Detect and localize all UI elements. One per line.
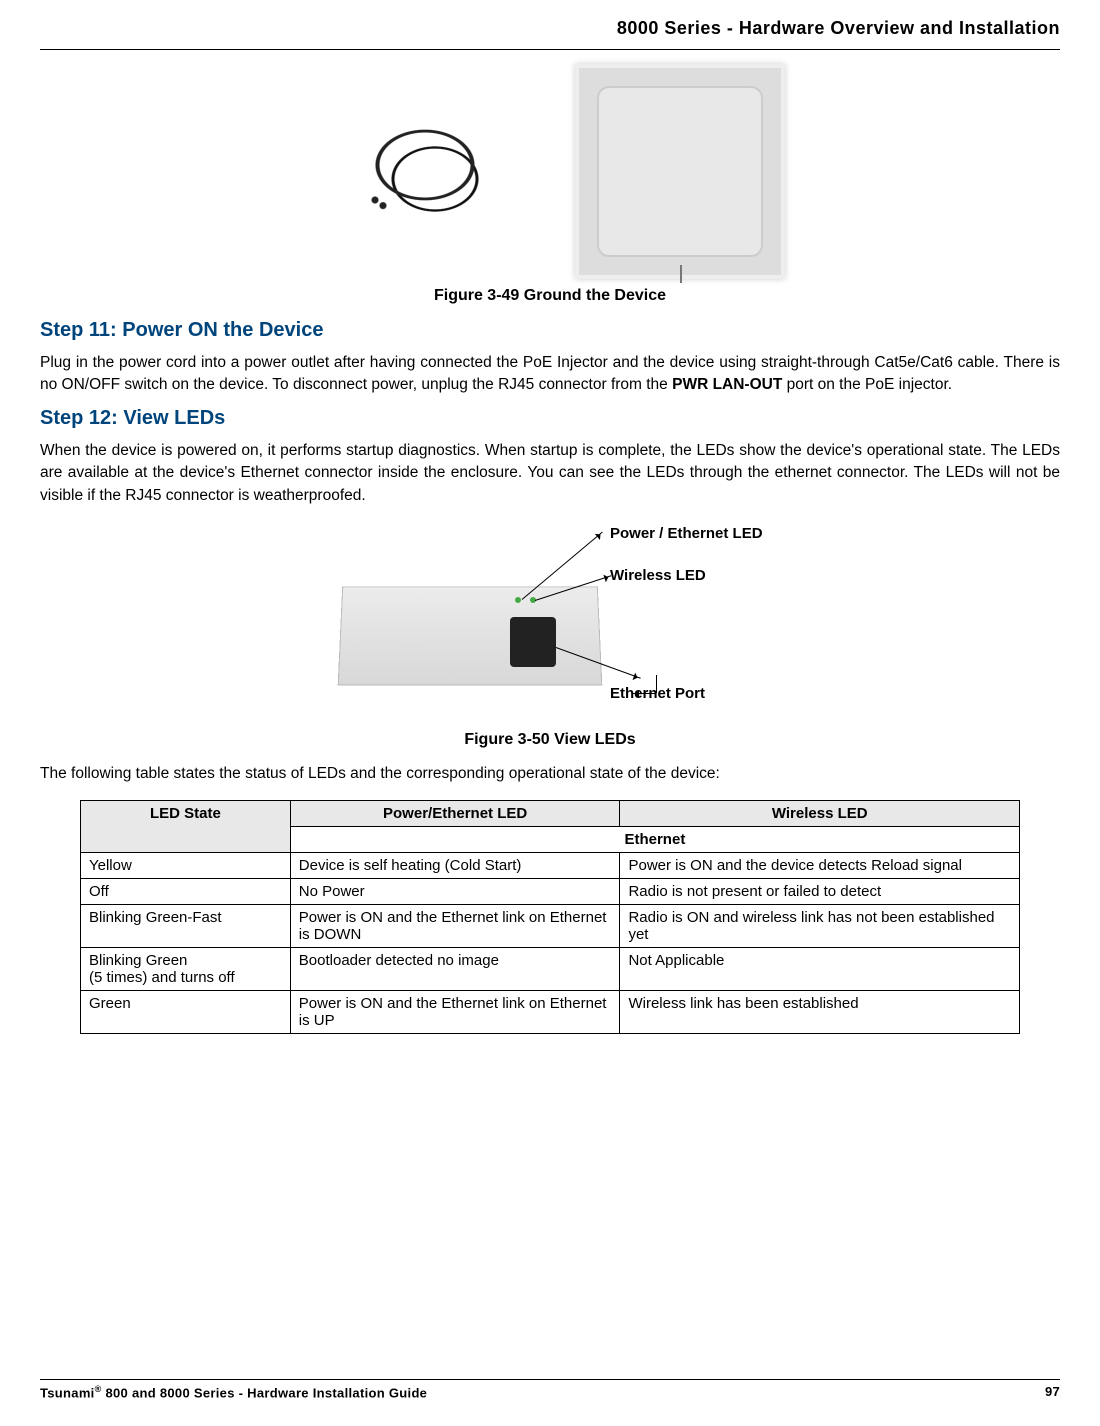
header-rule <box>40 49 1060 50</box>
footer-rule <box>40 1379 1060 1380</box>
step-11-text-b: port on the PoE injector. <box>782 376 952 393</box>
figure-49-caption: Figure 3-49 Ground the Device <box>40 287 1060 305</box>
footer-page-number: 97 <box>1045 1384 1060 1400</box>
label-ethernet-port: Ethernet Port <box>610 685 705 702</box>
table-header-row: LED State Power/Ethernet LED Wireless LE… <box>81 800 1020 826</box>
col-wireless: Wireless LED <box>620 800 1020 826</box>
step-12-text: When the device is powered on, it perfor… <box>40 440 1060 507</box>
step-12-heading: Step 12: View LEDs <box>40 407 1060 430</box>
cell-pe: Power is ON and the Ethernet link on Eth… <box>290 990 620 1033</box>
step-11-heading: Step 11: Power ON the Device <box>40 319 1060 342</box>
registered-mark: ® <box>95 1384 102 1394</box>
subheader-ethernet: Ethernet <box>290 826 1019 852</box>
cell-wl: Wireless link has been established <box>620 990 1020 1033</box>
cell-state: Off <box>81 878 291 904</box>
cell-state: Blinking Green-Fast <box>81 904 291 947</box>
page-footer: Tsunami® 800 and 8000 Series - Hardware … <box>40 1379 1060 1400</box>
table-row: Blinking Green-Fast Power is ON and the … <box>81 904 1020 947</box>
led-status-table: LED State Power/Ethernet LED Wireless LE… <box>80 800 1020 1034</box>
label-power-ethernet-led: Power / Ethernet LED <box>610 525 763 542</box>
cell-pe: Bootloader detected no image <box>290 947 620 990</box>
step-11-text-bold: PWR LAN-OUT <box>672 376 782 393</box>
label-wireless-led: Wireless LED <box>610 567 706 584</box>
device-edge-image <box>338 587 603 686</box>
footer-guide-title: Tsunami® 800 and 8000 Series - Hardware … <box>40 1384 427 1400</box>
table-row: Blinking Green (5 times) and turns off B… <box>81 947 1020 990</box>
figure-50-caption: Figure 3-50 View LEDs <box>40 731 1060 749</box>
grounding-cable-image <box>315 102 515 242</box>
table-intro-text: The following table states the status of… <box>40 763 1060 785</box>
cell-state: Yellow <box>81 852 291 878</box>
step-11-text: Plug in the power cord into a power outl… <box>40 352 1060 397</box>
cell-pe: Device is self heating (Cold Start) <box>290 852 620 878</box>
cell-wl: Not Applicable <box>620 947 1020 990</box>
cell-pe: Power is ON and the Ethernet link on Eth… <box>290 904 620 947</box>
table-body: Yellow Device is self heating (Cold Star… <box>81 852 1020 1033</box>
cell-state: Blinking Green (5 times) and turns off <box>81 947 291 990</box>
footer-left-b: 800 and 8000 Series - Hardware Installat… <box>102 1385 428 1400</box>
figure-49-images <box>40 64 1060 279</box>
cell-wl: Power is ON and the device detects Reloa… <box>620 852 1020 878</box>
table-row: Off No Power Radio is not present or fai… <box>81 878 1020 904</box>
document-section-title: 8000 Series - Hardware Overview and Inst… <box>40 18 1060 45</box>
cell-wl: Radio is ON and wireless link has not be… <box>620 904 1020 947</box>
ethernet-port-graphic <box>510 617 556 667</box>
cell-pe: No Power <box>290 878 620 904</box>
table-row: Yellow Device is self heating (Cold Star… <box>81 852 1020 878</box>
footer-left-a: Tsunami <box>40 1385 95 1400</box>
table-row: Green Power is ON and the Ethernet link … <box>81 990 1020 1033</box>
device-rear-image <box>575 64 785 279</box>
col-power-ethernet: Power/Ethernet LED <box>290 800 620 826</box>
cell-wl: Radio is not present or failed to detect <box>620 878 1020 904</box>
col-led-state: LED State <box>81 800 291 852</box>
cell-state: Green <box>81 990 291 1033</box>
figure-50-diagram: Power / Ethernet LED Wireless LED Ethern… <box>320 525 780 725</box>
